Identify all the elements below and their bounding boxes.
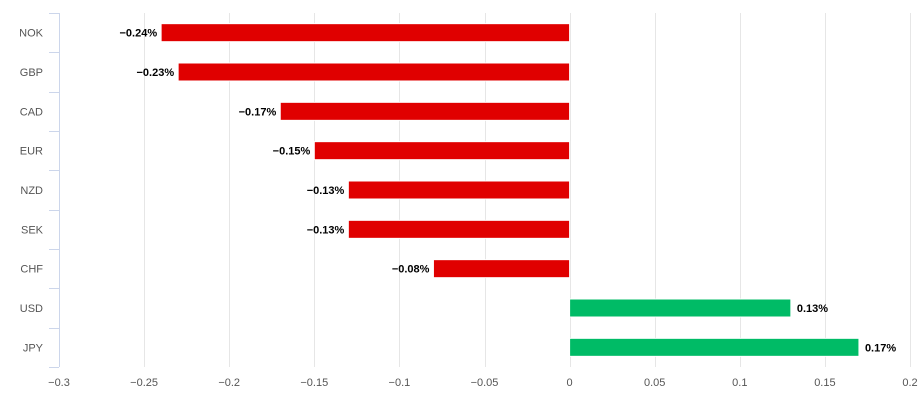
x-tick-label: 0.2 bbox=[902, 377, 917, 389]
data-label: −0.17% bbox=[239, 106, 277, 118]
x-tick-label: −0.3 bbox=[48, 377, 70, 389]
data-label: −0.24% bbox=[119, 28, 157, 40]
bars bbox=[160, 23, 860, 357]
x-tick-label: −0.05 bbox=[471, 377, 499, 389]
bar-eur bbox=[313, 141, 571, 161]
bar-chf bbox=[432, 259, 571, 279]
x-tick-label: 0.1 bbox=[732, 377, 747, 389]
x-tick-label: 0.15 bbox=[814, 377, 835, 389]
axes bbox=[49, 13, 60, 368]
bar-jpy bbox=[569, 337, 860, 357]
data-label: −0.15% bbox=[273, 146, 311, 158]
labels: −0.3 −0.25 −0.2 −0.15 −0.1 −0.05 0 0.05 0.1 0.15 0… bbox=[19, 28, 917, 389]
bar-usd bbox=[569, 298, 792, 318]
data-label: 0.17% bbox=[865, 342, 896, 354]
bar-gbp bbox=[177, 62, 571, 82]
category-label: USD bbox=[20, 303, 43, 315]
category-label: NZD bbox=[20, 185, 43, 197]
data-label: −0.23% bbox=[137, 67, 175, 79]
category-label: GBP bbox=[20, 67, 43, 79]
x-tick-label: 0 bbox=[567, 377, 573, 389]
x-tick-label: −0.1 bbox=[389, 377, 411, 389]
x-tick-label: −0.25 bbox=[130, 377, 158, 389]
x-tick-label: −0.2 bbox=[218, 377, 240, 389]
category-label: JPY bbox=[23, 342, 44, 354]
bar-nok bbox=[160, 23, 571, 43]
data-label: −0.13% bbox=[307, 185, 345, 197]
data-label: −0.08% bbox=[392, 264, 430, 276]
bar-nzd bbox=[347, 180, 571, 200]
category-label: CAD bbox=[20, 106, 43, 118]
bar-sek bbox=[347, 219, 571, 239]
category-label: NOK bbox=[19, 28, 44, 40]
x-tick-label: 0.05 bbox=[644, 377, 665, 389]
category-label: EUR bbox=[20, 146, 43, 158]
data-label: −0.13% bbox=[307, 224, 345, 236]
x-tick-label: −0.15 bbox=[300, 377, 328, 389]
data-label: 0.13% bbox=[797, 303, 828, 315]
bar-cad bbox=[279, 101, 571, 121]
category-label: CHF bbox=[20, 264, 43, 276]
category-label: SEK bbox=[21, 224, 44, 236]
